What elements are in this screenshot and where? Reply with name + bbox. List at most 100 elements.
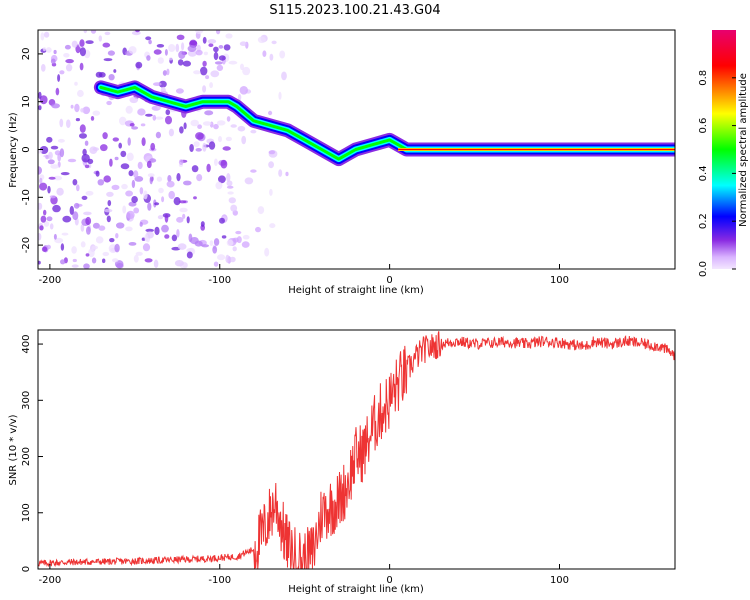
noise-blob bbox=[203, 51, 208, 56]
noise-blob bbox=[149, 158, 157, 163]
noise-blob bbox=[116, 263, 124, 269]
noise-blob bbox=[195, 132, 204, 140]
noise-blob bbox=[71, 40, 78, 48]
noise-blob bbox=[55, 87, 60, 96]
noise-blob bbox=[39, 225, 44, 231]
noise-blob bbox=[225, 136, 232, 142]
noise-blob bbox=[128, 170, 134, 177]
noise-blob bbox=[122, 205, 127, 214]
noise-blob bbox=[106, 191, 114, 197]
noise-blob bbox=[257, 206, 265, 215]
noise-blob bbox=[143, 190, 148, 200]
noise-blob bbox=[38, 202, 43, 210]
noise-blob bbox=[187, 45, 197, 52]
noise-blob bbox=[167, 175, 172, 182]
noise-blob bbox=[72, 211, 79, 221]
noise-blob bbox=[82, 106, 91, 115]
noise-blob bbox=[146, 55, 151, 61]
noise-blob bbox=[38, 91, 42, 99]
noise-blob bbox=[239, 41, 247, 46]
noise-blob bbox=[214, 61, 223, 65]
noise-blob bbox=[144, 258, 153, 263]
noise-blob bbox=[59, 118, 64, 128]
noise-blob bbox=[215, 181, 223, 190]
noise-blob bbox=[168, 190, 175, 200]
noise-blob bbox=[102, 251, 110, 257]
noise-blob bbox=[244, 177, 254, 185]
noise-blob bbox=[54, 237, 64, 244]
noise-blob bbox=[281, 71, 287, 81]
noise-blob bbox=[98, 35, 103, 42]
noise-blob bbox=[104, 208, 113, 213]
noise-blob bbox=[74, 81, 78, 86]
noise-blob bbox=[102, 42, 111, 48]
noise-blob bbox=[218, 55, 226, 61]
noise-blob bbox=[42, 47, 47, 52]
noise-blob bbox=[206, 163, 211, 173]
noise-blob bbox=[144, 233, 149, 242]
noise-blob bbox=[116, 222, 125, 229]
noise-blob bbox=[213, 238, 220, 246]
y-tick-label: 400 bbox=[21, 335, 32, 354]
noise-blob bbox=[194, 240, 203, 247]
noise-blob bbox=[95, 71, 103, 78]
snr-panel: -200 -100 0 100 0 100 200 300 400 Height of stra… bbox=[8, 329, 676, 595]
noise-blob bbox=[196, 174, 203, 182]
noise-blob bbox=[131, 179, 136, 189]
noise-blob bbox=[193, 141, 200, 148]
noise-blob bbox=[106, 100, 112, 106]
noise-blob bbox=[51, 103, 60, 109]
noise-blob bbox=[126, 152, 134, 161]
x-tick-label: -100 bbox=[208, 275, 231, 286]
noise-blob bbox=[140, 123, 146, 127]
noise-blob bbox=[176, 229, 180, 238]
noise-blob bbox=[269, 223, 276, 229]
noise-blob bbox=[62, 215, 72, 223]
noise-blob bbox=[189, 144, 194, 152]
noise-blob bbox=[133, 170, 139, 178]
x-tick-label: 0 bbox=[386, 275, 392, 286]
noise-blob bbox=[262, 50, 267, 57]
noise-blob bbox=[103, 58, 113, 62]
noise-blob bbox=[213, 51, 219, 61]
noise-blob bbox=[65, 59, 74, 64]
noise-blob bbox=[178, 159, 184, 166]
noise-blob bbox=[115, 233, 119, 239]
noise-blob bbox=[176, 216, 184, 223]
noise-blob bbox=[39, 177, 43, 184]
noise-blob bbox=[187, 50, 197, 57]
noise-blob bbox=[230, 204, 238, 212]
noise-blob bbox=[59, 70, 65, 75]
noise-blob bbox=[227, 191, 234, 195]
noise-blob bbox=[53, 233, 57, 240]
noise-blob bbox=[38, 233, 42, 241]
x-tick-label: 0 bbox=[386, 575, 392, 586]
snr-frame bbox=[37, 329, 676, 570]
noise-blob bbox=[176, 173, 181, 182]
noise-blob bbox=[38, 260, 41, 265]
noise-blob bbox=[60, 259, 66, 265]
noise-blob bbox=[38, 166, 42, 175]
noise-blob bbox=[72, 258, 77, 263]
noise-blob bbox=[179, 126, 184, 134]
noise-blob bbox=[103, 175, 111, 183]
noise-blob bbox=[175, 43, 180, 53]
noise-blob bbox=[69, 205, 75, 215]
noise-blob bbox=[202, 121, 212, 126]
noise-blob bbox=[168, 128, 174, 137]
noise-blob bbox=[157, 215, 164, 220]
noise-blob bbox=[100, 144, 108, 152]
noise-blob bbox=[133, 207, 140, 214]
noise-blob bbox=[60, 243, 65, 251]
noise-blob bbox=[232, 246, 237, 252]
noise-blob bbox=[43, 221, 50, 227]
noise-blob bbox=[70, 104, 74, 109]
noise-blob bbox=[111, 184, 120, 190]
noise-blob bbox=[161, 224, 169, 233]
noise-blob bbox=[71, 264, 79, 268]
noise-blob bbox=[147, 202, 152, 211]
x-tick-label: 100 bbox=[550, 575, 569, 586]
noise-blob bbox=[48, 176, 56, 180]
noise-blob bbox=[139, 187, 144, 195]
noise-blob bbox=[90, 30, 97, 34]
